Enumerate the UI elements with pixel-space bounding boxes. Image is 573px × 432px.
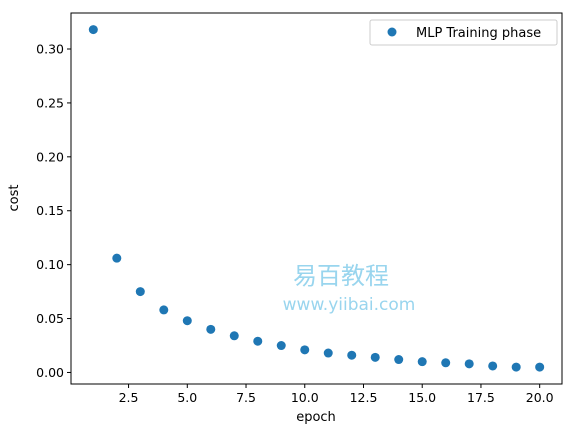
y-tick-label: 0.25	[36, 95, 64, 110]
data-point	[276, 341, 286, 351]
y-tick-label: 0.20	[36, 149, 64, 164]
y-axis-ticks: 0.00 0.05 0.10 0.15 0.20 0.25 0.30	[36, 42, 71, 380]
data-point	[159, 305, 169, 315]
legend-box	[369, 19, 558, 46]
x-tick-label: 12.5	[350, 390, 378, 405]
x-tick-label: 17.5	[467, 390, 495, 405]
plot-frame	[70, 12, 563, 385]
data-point	[417, 357, 427, 367]
x-axis-ticks: 2.5 5.0 7.5 10.0 12.5 15.0 17.5 20.0	[119, 384, 554, 405]
x-tick-label: 15.0	[408, 390, 436, 405]
data-point	[441, 358, 451, 368]
legend-label: MLP Training phase	[416, 26, 541, 41]
x-tick-label: 2.5	[119, 390, 139, 405]
data-point	[464, 359, 474, 369]
watermark-text-cn: 易百教程	[293, 262, 389, 290]
data-point	[135, 287, 145, 297]
data-point	[182, 316, 192, 326]
data-point	[511, 362, 521, 372]
data-points	[88, 25, 545, 372]
x-tick-label: 7.5	[236, 390, 256, 405]
data-point	[370, 352, 380, 362]
y-tick-label: 0.15	[36, 203, 64, 218]
data-point	[535, 362, 545, 372]
x-tick-label: 10.0	[291, 390, 319, 405]
data-point	[347, 350, 357, 360]
data-point	[488, 361, 498, 371]
data-point	[112, 253, 122, 263]
data-point	[300, 345, 310, 355]
legend-marker	[387, 27, 397, 37]
y-axis-label: cost	[7, 185, 22, 212]
data-point	[88, 25, 98, 35]
data-point	[323, 348, 333, 358]
y-tick-label: 0.10	[36, 257, 64, 272]
watermark-text-url: www.yiibai.com	[283, 295, 416, 315]
y-tick-label: 0.00	[36, 365, 64, 380]
data-point	[253, 336, 263, 346]
x-axis-label: epoch	[296, 410, 336, 425]
y-tick-label: 0.05	[36, 311, 64, 326]
x-tick-label: 20.0	[526, 390, 554, 405]
legend: MLP Training phase	[369, 19, 558, 46]
y-tick-label: 0.30	[36, 42, 64, 57]
data-point	[394, 355, 404, 365]
watermark: 易百教程 www.yiibai.com	[283, 262, 416, 315]
x-tick-label: 5.0	[177, 390, 197, 405]
data-point	[206, 324, 216, 334]
data-point	[229, 331, 239, 341]
